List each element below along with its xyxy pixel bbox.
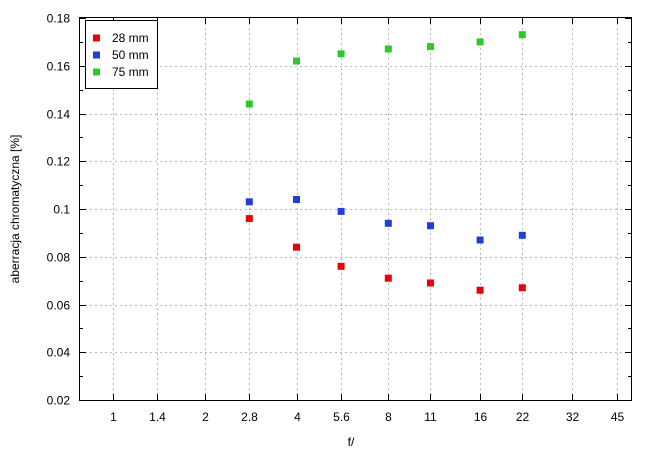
data-point [518, 31, 526, 39]
series-0 [245, 215, 526, 294]
y-tick-label: 0.08 [47, 251, 71, 265]
data-point [384, 274, 392, 282]
x-tick-label: 5.6 [333, 410, 350, 424]
data-point [476, 236, 484, 244]
data-point [245, 215, 253, 223]
data-point [245, 198, 253, 206]
legend-label: 28 mm [112, 31, 149, 45]
x-axis-title: f/ [348, 435, 355, 449]
data-point [427, 222, 434, 230]
y-tick-label: 0.14 [47, 108, 71, 122]
y-tick-label: 0.02 [47, 394, 71, 408]
data-point [337, 50, 345, 58]
x-tick-label: 2 [202, 410, 209, 424]
data-point [384, 219, 392, 227]
x-tick-label: 8 [385, 410, 392, 424]
data-point [293, 57, 300, 65]
data-points [245, 31, 526, 294]
x-tick-label: 1.4 [149, 410, 166, 424]
x-tick-label: 4 [294, 410, 301, 424]
data-point [518, 231, 526, 239]
y-tick-label: 0.1 [53, 203, 70, 217]
data-point [337, 262, 345, 270]
y-tick-label: 0.12 [47, 155, 71, 169]
y-tick-label: 0.06 [47, 299, 71, 313]
y-axis: 0.02 0.04 0.06 0.08 0.1 0.12 0.14 0.16 0.18 [47, 12, 631, 408]
data-point [476, 38, 484, 46]
data-point [476, 286, 484, 294]
legend-marker [93, 68, 100, 76]
data-point [293, 243, 300, 251]
y-tick-label: 0.18 [47, 12, 71, 26]
x-tick-label: 2.8 [241, 410, 258, 424]
x-tick-label: 32 [566, 410, 580, 424]
x-axis: 1 1.4 2 2.8 4 5.6 8 11 16 22 32 45 [110, 18, 624, 424]
x-tick-label: 16 [474, 410, 488, 424]
grid [80, 18, 631, 400]
data-point [245, 100, 253, 108]
x-tick-label: 45 [611, 410, 625, 424]
series-1 [245, 196, 526, 244]
x-tick-label: 1 [110, 410, 117, 424]
legend-marker [93, 34, 100, 42]
legend-marker [93, 51, 100, 59]
x-tick-label: 22 [516, 410, 530, 424]
data-point [427, 279, 434, 287]
y-axis-title: aberracja chromatyczna [%] [8, 135, 22, 284]
series-2 [245, 31, 526, 108]
plot-area-frame [79, 17, 632, 401]
legend-label: 50 mm [112, 48, 149, 62]
data-point [384, 45, 392, 53]
legend-label: 75 mm [112, 65, 149, 79]
data-point [337, 207, 345, 215]
data-point [427, 43, 434, 51]
y-tick-label: 0.04 [47, 346, 71, 360]
data-point [518, 284, 526, 292]
data-point [293, 196, 300, 203]
y-tick-label: 0.16 [47, 60, 71, 74]
x-tick-label: 11 [424, 410, 437, 424]
legend: 28 mm 50 mm 75 mm [85, 20, 158, 89]
